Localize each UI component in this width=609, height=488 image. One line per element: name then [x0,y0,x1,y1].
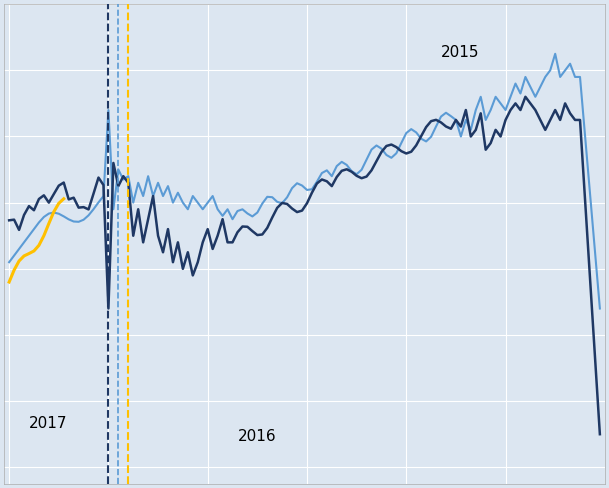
Text: 2016: 2016 [238,429,276,444]
Text: 2015: 2015 [441,45,479,60]
Text: 2017: 2017 [29,416,68,430]
